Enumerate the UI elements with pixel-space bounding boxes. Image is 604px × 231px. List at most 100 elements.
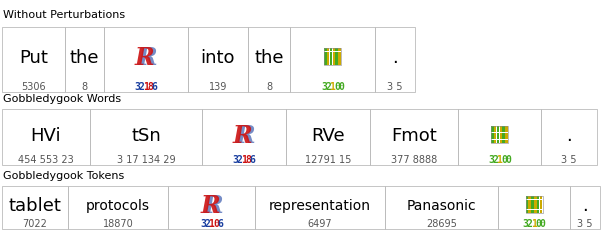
Bar [330,52,332,55]
Bar [525,203,528,206]
Bar [491,126,508,143]
Bar [335,49,338,52]
Text: .: . [582,196,588,214]
Bar [496,130,499,133]
Bar [531,207,534,210]
Bar [505,137,508,140]
Bar [324,59,327,62]
Bar [503,130,505,133]
Bar [327,63,329,66]
Bar [491,140,493,143]
Text: R: R [236,124,255,147]
Bar [505,140,508,143]
Text: 0: 0 [213,218,219,228]
Bar [534,207,536,210]
Bar [525,196,528,199]
Bar [539,196,542,199]
Bar [500,137,502,140]
Bar [531,210,534,213]
Bar [327,56,329,59]
Text: HVi: HVi [31,127,62,144]
Text: 2: 2 [325,82,331,91]
Bar [335,52,338,55]
Bar [330,63,332,66]
Text: protocols: protocols [86,198,150,212]
Text: 1: 1 [143,82,149,91]
Text: Fmot: Fmot [391,127,437,144]
Bar [332,56,335,59]
Text: Put: Put [19,49,48,67]
Bar [525,196,542,213]
Bar [528,210,531,213]
Text: 3: 3 [134,82,140,91]
Bar [531,203,534,206]
Text: 1: 1 [496,154,503,164]
Text: 0: 0 [334,82,340,91]
Text: 3 5: 3 5 [577,218,593,228]
Bar [525,207,528,210]
Bar [286,110,370,165]
Bar [2,28,65,92]
Bar [528,207,531,210]
Bar [534,200,536,203]
Text: Without Perturbations: Without Perturbations [3,10,125,20]
Bar [2,110,90,165]
Bar [496,137,499,140]
Text: 12791 15: 12791 15 [305,154,351,164]
Text: 3: 3 [321,82,327,91]
Text: 3 5: 3 5 [387,82,403,91]
Bar [537,203,539,206]
Bar [541,110,597,165]
Text: 8: 8 [266,82,272,91]
Text: 3: 3 [488,154,493,164]
Bar [503,126,505,130]
Text: 1: 1 [241,154,247,164]
Bar [494,133,496,136]
Bar [539,207,542,210]
Text: 3: 3 [233,154,238,164]
Bar [338,49,341,52]
Bar [327,59,329,62]
Bar [500,140,502,143]
Text: R: R [135,46,154,70]
Bar [505,126,508,130]
Bar [505,130,508,133]
Bar [330,59,332,62]
Bar [338,59,341,62]
Bar [65,28,104,92]
Bar [491,130,493,133]
Text: 0: 0 [535,218,541,228]
Bar [332,59,335,62]
Bar [496,140,499,143]
Bar [534,210,536,213]
Bar [338,56,341,59]
Bar [324,52,327,55]
Bar [570,186,600,229]
Bar [332,49,335,52]
Bar [338,63,341,66]
Bar [528,200,531,203]
Text: 2: 2 [204,218,210,228]
Bar [90,110,202,165]
Bar [324,49,341,66]
Bar [290,28,375,92]
Text: 6497: 6497 [307,218,332,228]
Text: 1: 1 [330,82,335,91]
Bar [375,28,415,92]
Bar [330,49,332,52]
Bar [539,200,542,203]
Bar [494,140,496,143]
Bar [500,126,502,130]
Text: 454 553 23: 454 553 23 [18,154,74,164]
Text: RVe: RVe [311,127,345,144]
Text: into: into [201,49,235,67]
Text: 2: 2 [139,82,144,91]
Text: 0: 0 [505,154,511,164]
Bar [335,56,338,59]
Bar [335,59,338,62]
Text: 3 5: 3 5 [561,154,577,164]
Text: 2: 2 [492,154,498,164]
Bar [68,186,168,229]
Bar [332,52,335,55]
Text: Gobbledygook Tokens: Gobbledygook Tokens [3,170,124,180]
